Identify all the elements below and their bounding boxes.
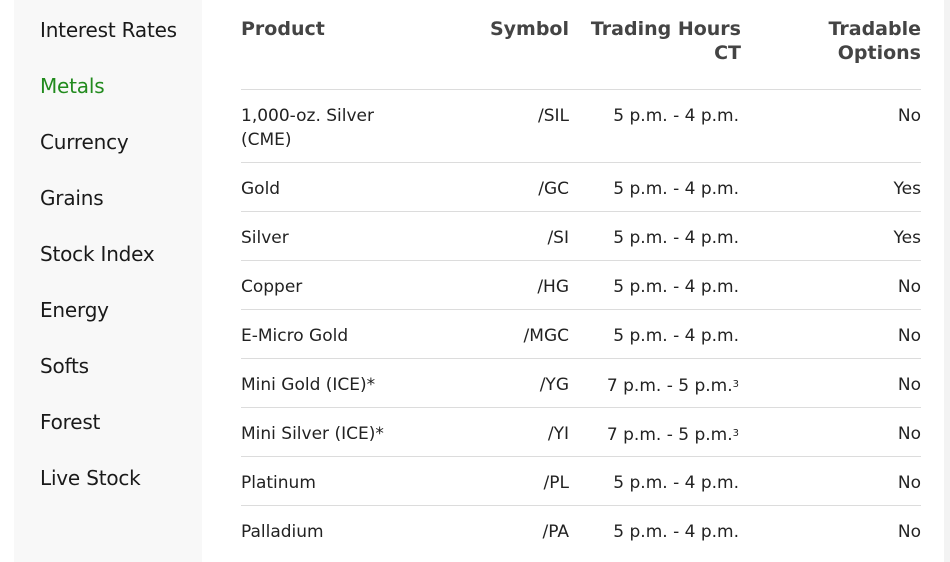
trading-hours: 5 p.m. - 4 p.m. [613,275,739,299]
table-row: Mini Gold (ICE)* /YG 7 p.m. - 5 p.m.3 No [241,358,921,408]
product-name: Silver [241,226,421,250]
product-name-line1: 1,000-oz. Silver [241,106,374,126]
header-tradable-options: Tradable Options [829,17,922,65]
trading-hours: 5 p.m. - 4 p.m. [613,177,739,201]
trading-hours-value: 5 p.m. - 4 p.m. [613,473,739,493]
product-name: 1,000-oz. Silver (CME) [241,104,421,152]
symbol: /SI [547,228,569,248]
table-row: Silver/SI 5 p.m. - 4 p.m. Yes [241,211,921,261]
product-name-line1: Platinum [241,473,316,493]
product-name: Mini Gold (ICE)* [241,373,421,397]
product-name-line1: Copper [241,277,303,297]
footnote-marker: 3 [732,428,739,439]
table-row: Palladium/PA 5 p.m. - 4 p.m. No [241,505,921,555]
sidebar-item-grains[interactable]: Grains [40,186,104,210]
header-options-line2: Options [837,42,921,64]
tradable-options: No [897,424,921,444]
header-trading-hours-line1: Trading Hours [590,18,741,40]
trading-hours-value: 5 p.m. - 4 p.m. [613,277,739,297]
product-name-line1: Mini Silver (ICE)* [241,424,384,444]
trading-hours-value: 5 p.m. - 4 p.m. [613,326,739,346]
table-row: Copper/HG 5 p.m. - 4 p.m. No [241,260,921,310]
table-row: 1,000-oz. Silver (CME) /SIL 5 p.m. - 4 p.m.… [241,89,921,163]
symbol: /MGC [523,326,569,346]
product-name: Copper [241,275,421,299]
trading-hours: 5 p.m. - 4 p.m. [613,324,739,348]
trading-hours: 7 p.m. - 5 p.m.3 [607,422,739,447]
product-name: Palladium [241,520,421,544]
tradable-options: No [897,473,921,493]
symbol: /YI [547,424,569,444]
table-row: Platinum/PL 5 p.m. - 4 p.m. No [241,456,921,506]
tradable-options: No [897,277,921,297]
trading-hours: 5 p.m. - 4 p.m. [613,104,739,128]
tradable-options: Yes [893,179,921,199]
table-row: Gold/GC 5 p.m. - 4 p.m. Yes [241,162,921,212]
category-sidebar: Interest Rates Metals Currency Grains Stock … [14,0,202,562]
sidebar-item-live-stock[interactable]: Live Stock [40,466,141,490]
metals-futures-table: Product Symbol Trading Hours CT Tradable… [241,0,921,562]
table-row: E-Micro Gold/MGC 5 p.m. - 4 p.m. No [241,309,921,359]
sidebar-item-interest-rates[interactable]: Interest Rates [40,18,177,42]
symbol: /PA [542,522,569,542]
table-row: Mini Silver (ICE)* /YI 7 p.m. - 5 p.m.3 No [241,407,921,457]
header-product: Product [241,18,325,40]
trading-hours-value: 5 p.m. - 4 p.m. [613,106,739,126]
tradable-options: Yes [893,228,921,248]
scrollbar-track[interactable] [944,0,950,562]
symbol: /GC [538,179,569,199]
tradable-options: No [897,375,921,395]
sidebar-item-softs[interactable]: Softs [40,354,89,378]
sidebar-item-stock-index[interactable]: Stock Index [40,242,155,266]
product-name-line1: E-Micro Gold [241,326,349,346]
product-name-line1: Mini Gold (ICE)* [241,375,376,395]
symbol: /YG [539,375,569,395]
header-options-line1: Tradable [828,18,922,40]
trading-hours-value: 5 p.m. - 4 p.m. [613,522,739,542]
sidebar-item-currency[interactable]: Currency [40,130,129,154]
trading-hours: 5 p.m. - 4 p.m. [613,471,739,495]
trading-hours-value: 5 p.m. - 4 p.m. [613,179,739,199]
trading-hours: 5 p.m. - 4 p.m. [613,226,739,250]
tradable-options: No [897,522,921,542]
product-name-line1: Gold [241,179,281,199]
product-name: Mini Silver (ICE)* [241,422,421,446]
product-name: Platinum [241,471,421,495]
tradable-options: No [897,326,921,346]
sidebar-item-energy[interactable]: Energy [40,298,109,322]
product-name: Gold [241,177,421,201]
product-name-line1: Silver [241,228,289,248]
header-symbol: Symbol [489,18,569,40]
product-name-line1: Palladium [241,522,324,542]
trading-hours-value: 7 p.m. - 5 p.m. [606,425,733,445]
symbol: /HG [537,277,569,297]
tradable-options: No [897,106,921,126]
symbol: /PL [543,473,569,493]
header-trading-hours-line2: CT [714,42,741,64]
header-trading-hours: Trading Hours CT [591,17,741,65]
sidebar-item-metals[interactable]: Metals [40,74,105,98]
footnote-marker: 3 [732,379,739,390]
trading-hours-value: 5 p.m. - 4 p.m. [613,228,739,248]
product-name-line2: (CME) [241,130,292,150]
trading-hours: 5 p.m. - 4 p.m. [613,520,739,544]
sidebar-item-forest[interactable]: Forest [40,410,101,434]
symbol: /SIL [537,106,569,126]
trading-hours: 7 p.m. - 5 p.m.3 [607,373,739,398]
trading-hours-value: 7 p.m. - 5 p.m. [606,376,733,396]
product-name: E-Micro Gold [241,324,421,348]
